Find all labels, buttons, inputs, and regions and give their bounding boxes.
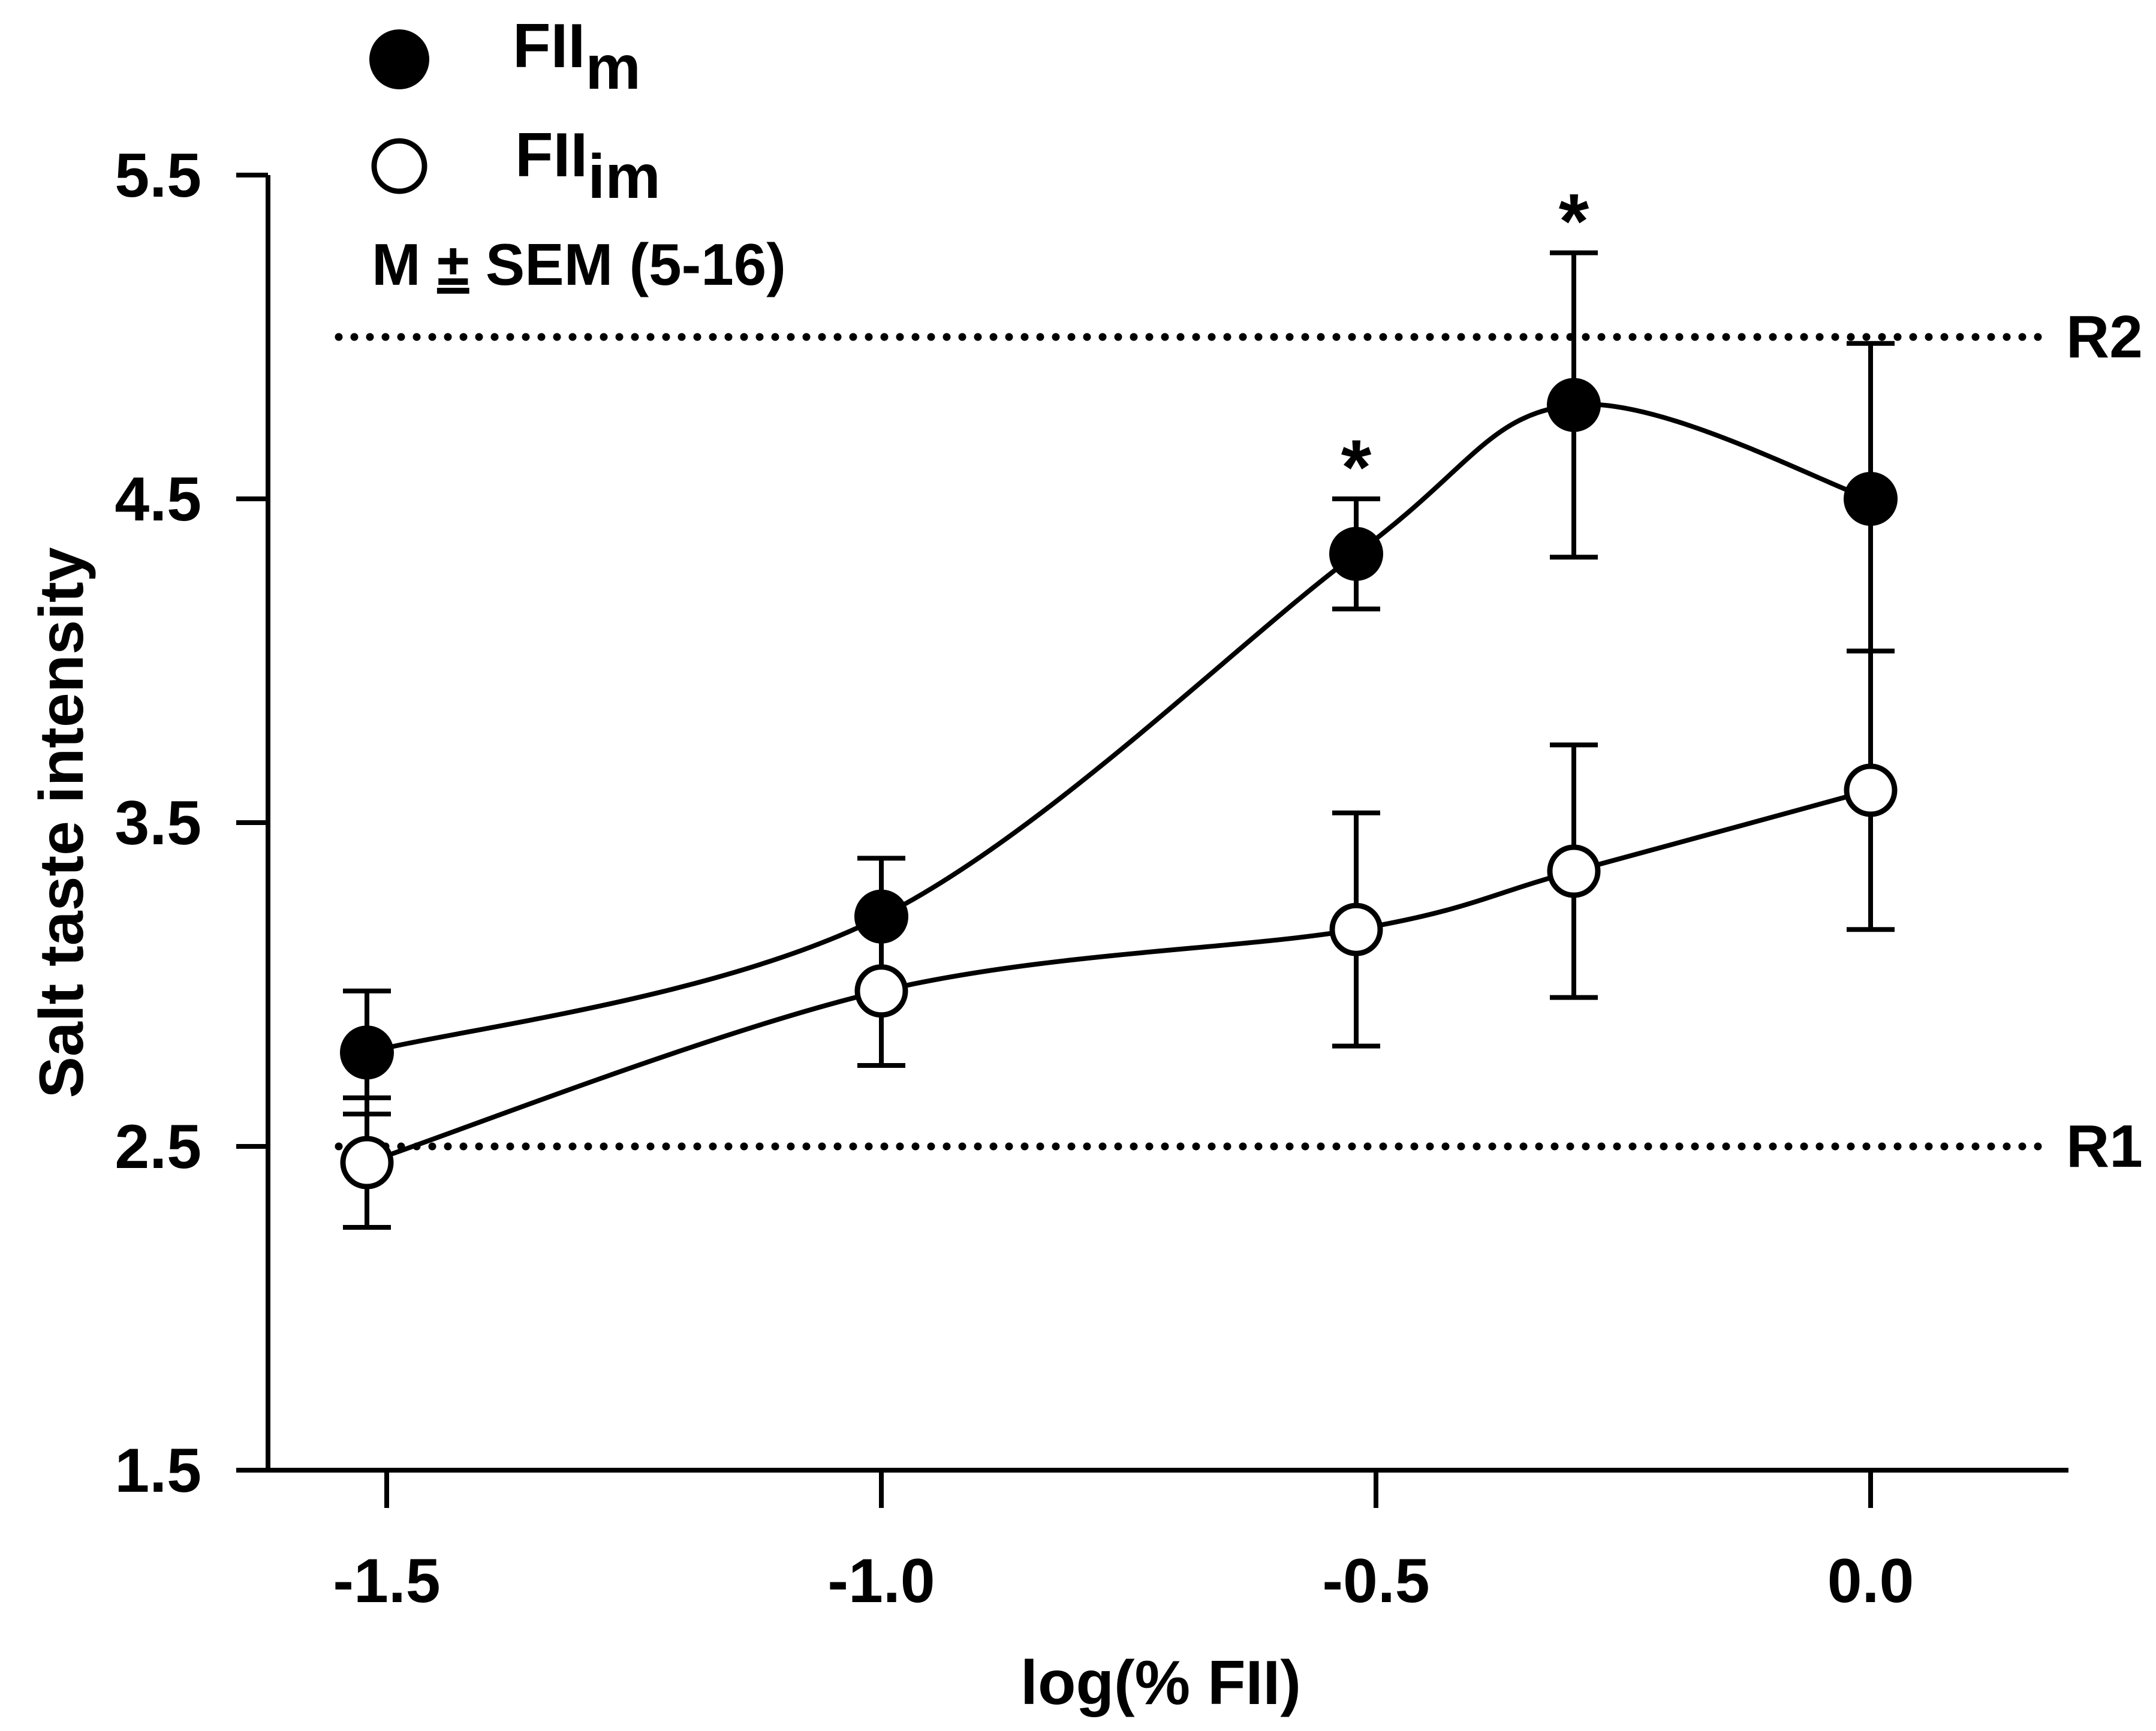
legend-marker-open-circle (371, 138, 427, 194)
reference-label-r2: R2 (2066, 303, 2143, 371)
legend-label-subscript: im (588, 142, 660, 212)
data-point-fiim (340, 1025, 394, 1080)
data-point-fiim (1547, 378, 1601, 432)
data-point-fiiim (1329, 902, 1383, 956)
significance-asterisk: * (1341, 423, 1372, 511)
y-axis-title: Salt taste intensity (27, 547, 97, 1098)
data-point-fiim (854, 889, 908, 944)
significance-asterisk: * (1559, 177, 1589, 265)
y-tick-label: 5.5 (115, 141, 201, 210)
legend-label-main: FII (513, 11, 585, 81)
stats-annotation-plus-minus: ± (437, 231, 469, 297)
data-point-fiiim (1547, 844, 1601, 898)
stats-annotation-prefix: M (372, 231, 437, 297)
data-point-fiiim (854, 964, 908, 1018)
x-tick-label: -0.5 (1322, 1546, 1429, 1616)
y-tick-label: 2.5 (115, 1112, 201, 1182)
stats-annotation-suffix: SEM (5-16) (469, 231, 786, 297)
series (340, 250, 1898, 1230)
x-tick-label: -1.5 (333, 1546, 440, 1616)
data-point-fiim (1844, 472, 1898, 526)
ticks: 1.5 2.5 3.5 4.5 5.5 -1.5 -1.0 -0.5 0.0 (115, 141, 1914, 1616)
y-tick-label: 3.5 (115, 788, 201, 858)
legend-label-main: FII (515, 121, 588, 190)
x-axis-title: log(% FII) (1020, 1648, 1301, 1718)
legend-marker-filled-circle (369, 29, 429, 89)
legend-label-subscript: m (585, 33, 640, 103)
annotations: ** (1341, 177, 1589, 511)
data-point-fiim (1329, 526, 1383, 581)
reference-lines: R2 R1 (335, 303, 2143, 1180)
series-line-fiiim (366, 788, 1872, 1165)
axes (236, 175, 2068, 1473)
y-tick-label: 1.5 (115, 1436, 201, 1506)
x-tick-label: -1.0 (827, 1546, 935, 1616)
legend-label-fiim: FIIm (513, 11, 641, 103)
reference-label-r1: R1 (2066, 1113, 2143, 1180)
x-tick-label: 0.0 (1827, 1546, 1914, 1616)
legend-label-fiim-im: FIIim (515, 121, 661, 212)
data-point-fiiim (1844, 763, 1898, 817)
series-line-fiim (366, 402, 1872, 1055)
legend: FIIm FIIim (369, 11, 661, 212)
stats-annotation: M ± SEM (5-16) (372, 231, 786, 297)
y-tick-label: 4.5 (115, 465, 201, 534)
data-point-fiiim (340, 1136, 394, 1190)
